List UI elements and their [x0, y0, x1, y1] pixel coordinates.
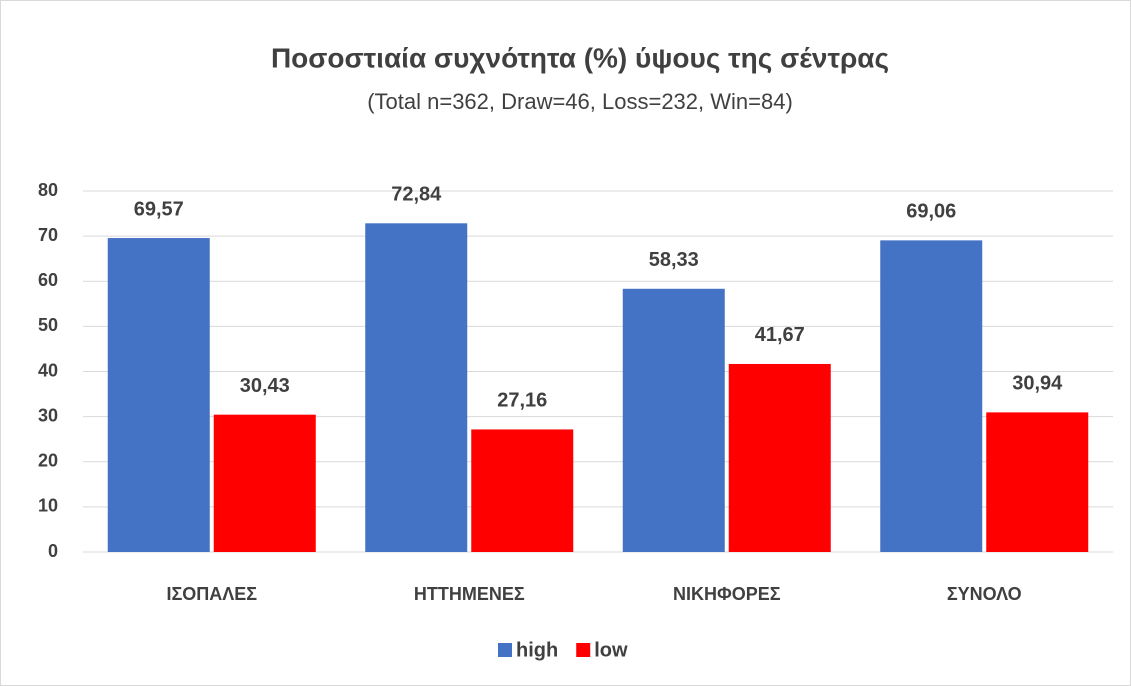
y-tick-label: 60	[38, 270, 58, 290]
bar	[986, 412, 1089, 552]
y-tick-label: 0	[48, 541, 58, 561]
value-label: 58,33	[649, 249, 699, 271]
x-tick-label: ΝΙΚΗΦΟΡΕΣ	[673, 584, 781, 604]
chart-subtitle: (Total n=362, Draw=46, Loss=232, Win=84)	[367, 89, 793, 114]
bar	[622, 288, 725, 552]
y-tick-label: 10	[38, 496, 58, 516]
y-tick-label: 40	[38, 360, 58, 380]
legend-swatch	[576, 643, 591, 657]
value-label: 69,06	[906, 201, 956, 223]
x-tick-label: ΗΤΤΗΜΕΝΕΣ	[414, 584, 525, 604]
value-label: 30,43	[240, 375, 290, 397]
value-label: 72,84	[391, 184, 442, 206]
value-label: 41,67	[755, 324, 805, 346]
legend-label: low	[594, 639, 628, 661]
bar	[213, 414, 316, 552]
bar	[728, 363, 831, 552]
bar	[365, 223, 468, 552]
value-label: 27,16	[497, 390, 547, 412]
y-tick-label: 50	[38, 315, 58, 335]
x-tick-label: ΣΥΝΟΛΟ	[947, 584, 1022, 604]
value-label: 30,94	[1012, 373, 1063, 395]
bar	[471, 429, 574, 552]
y-tick-label: 80	[38, 180, 58, 200]
legend-label: high	[516, 639, 558, 661]
value-label: 69,57	[134, 198, 184, 220]
y-tick-label: 30	[38, 405, 58, 425]
x-tick-label: ΙΣΟΠΑΛΕΣ	[166, 584, 257, 604]
bar	[880, 240, 983, 552]
bar	[107, 238, 210, 552]
legend-swatch	[498, 643, 512, 657]
y-tick-label: 20	[38, 451, 58, 471]
chart-title: Ποσοστιαία συχνότητα (%) ύψους της σέντρ…	[271, 42, 889, 73]
y-tick-label: 70	[38, 225, 58, 245]
